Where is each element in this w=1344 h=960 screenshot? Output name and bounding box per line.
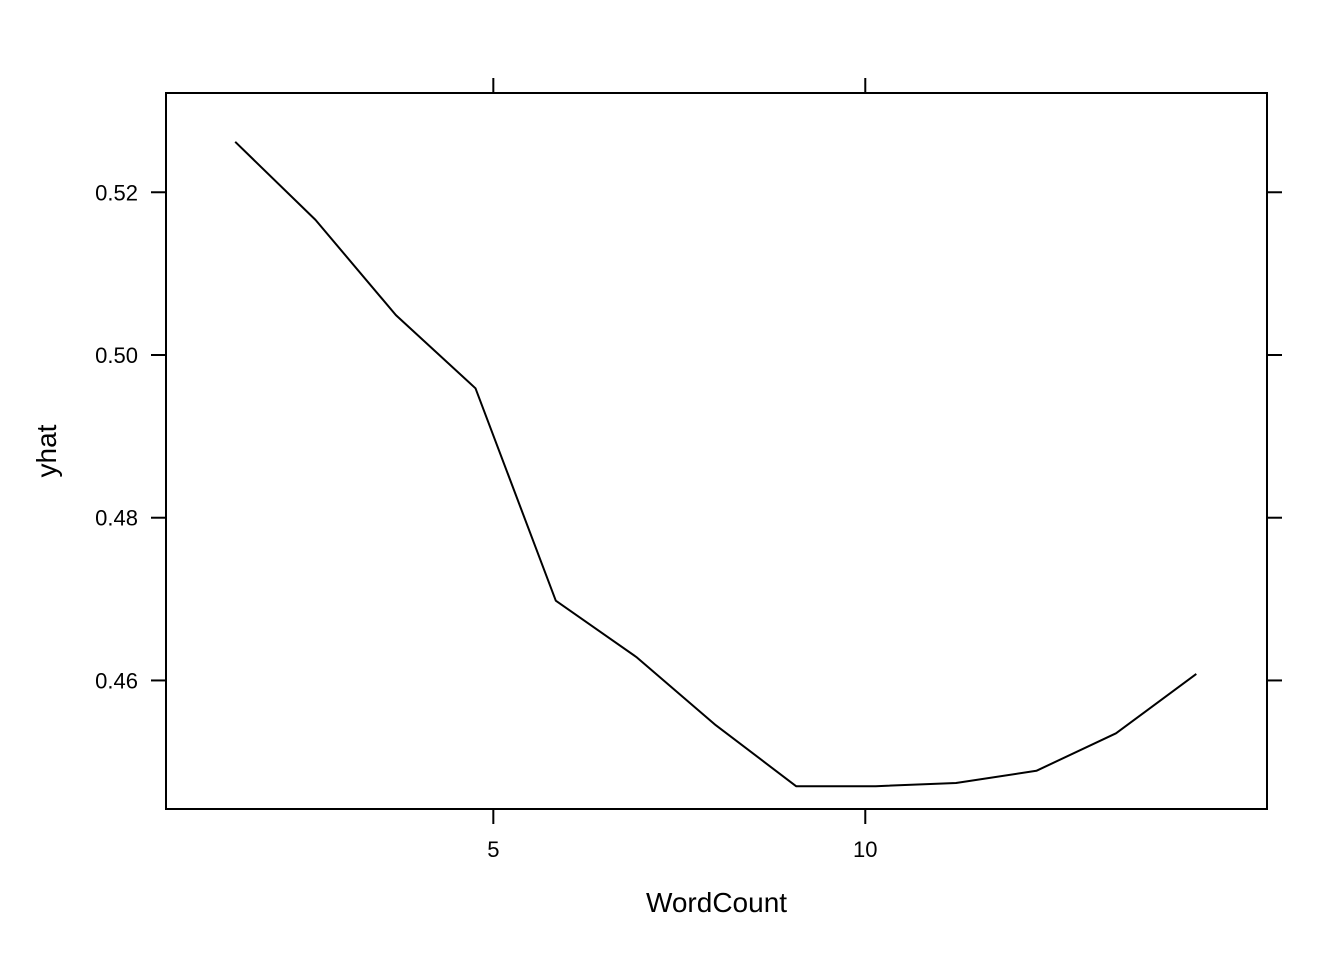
series-line [234,141,1197,788]
x-axis-ticks: 5 10 [487,78,878,862]
y-tick-label: 0.52 [95,180,138,205]
x-tick-label: 10 [853,837,877,862]
y-axis-ticks: 0.46 0.48 0.50 0.52 [95,180,1282,693]
y-tick-label: 0.48 [95,506,138,531]
plot-frame [165,92,1268,810]
y-tick-label: 0.50 [95,343,138,368]
y-tick-label: 0.46 [95,668,138,693]
x-tick-label: 5 [487,837,499,862]
y-axis-title: yhat [31,424,62,477]
x-axis-title: WordCount [646,887,787,918]
